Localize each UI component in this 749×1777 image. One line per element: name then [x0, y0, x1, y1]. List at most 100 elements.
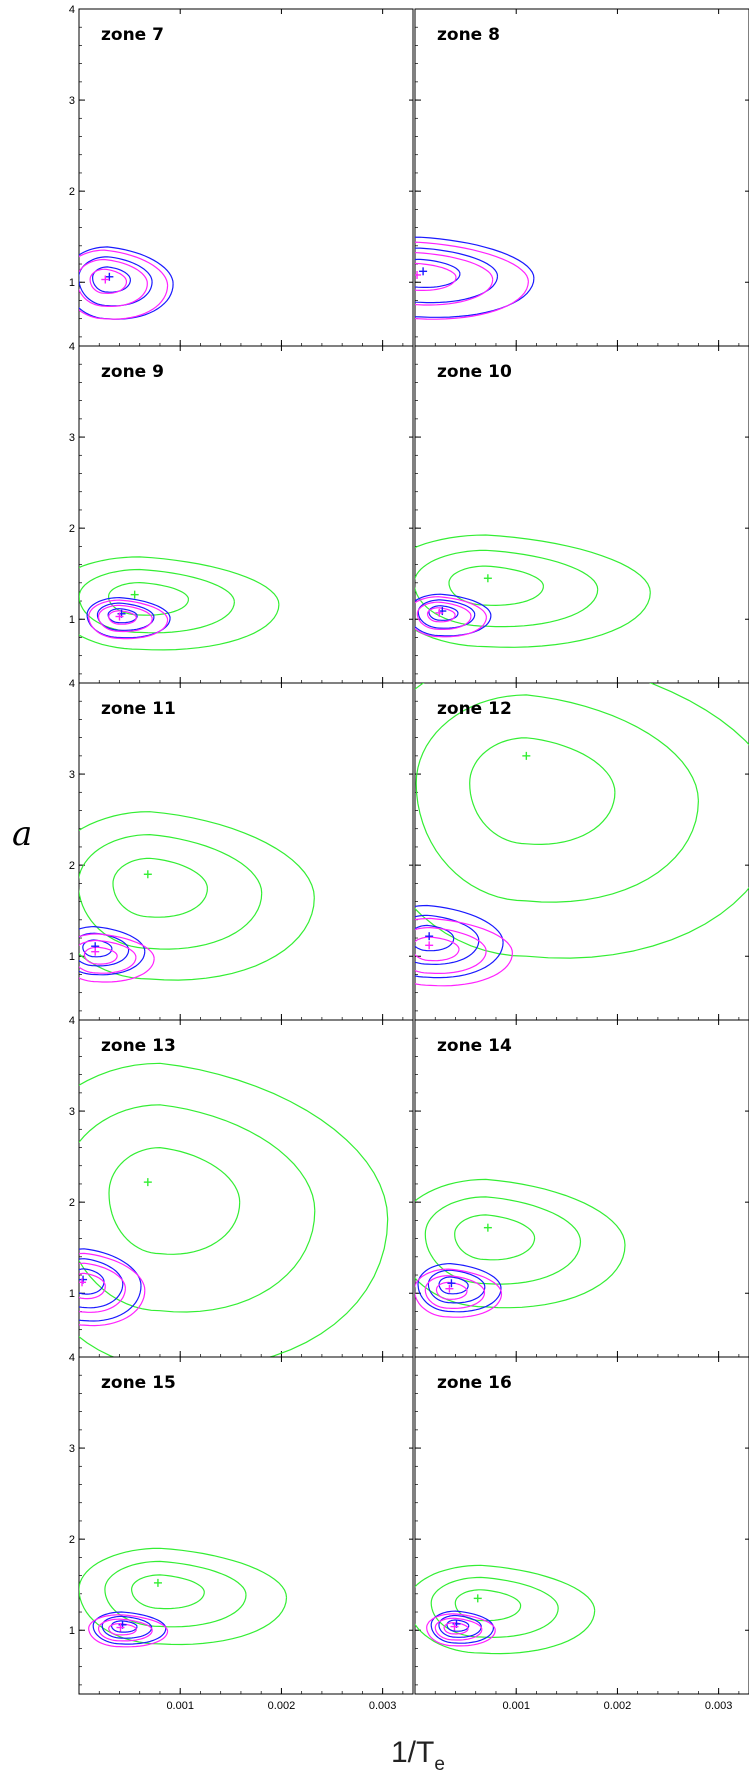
panel-zone-14: zone 14 [414, 1019, 749, 1358]
y-tick-label: 1 [69, 614, 75, 626]
marker-green [483, 574, 492, 583]
contour-line-blue [79, 246, 174, 320]
contour-group [415, 534, 651, 648]
zone-label: zone 15 [101, 1373, 176, 1393]
contour-line-green [469, 737, 616, 846]
y-tick-label: 3 [69, 769, 75, 781]
contour-line-magenta [97, 604, 153, 633]
panel-frame [78, 8, 414, 347]
y-tick-label: 4 [69, 4, 75, 16]
marker-blue [105, 272, 114, 281]
contour-line-blue [415, 236, 535, 318]
marker-blue [447, 1279, 456, 1288]
x-axis-label: 1/Te [391, 1736, 445, 1775]
zone-label: zone 16 [437, 1373, 512, 1393]
contour-line-magenta [89, 268, 128, 295]
marker-magenta [415, 270, 422, 279]
zone-label: zone 12 [437, 699, 512, 719]
y-tick-label: 3 [69, 1443, 75, 1455]
contour-line-green [79, 1104, 316, 1313]
contour-line-blue [79, 1268, 105, 1295]
panel-frame [78, 345, 414, 684]
contour-line-blue [415, 258, 461, 288]
x-tick-label: 0.001 [166, 1700, 194, 1712]
y-tick-label: 4 [69, 678, 75, 690]
marker-blue [425, 932, 434, 941]
marker-green [143, 870, 152, 879]
panel-zone-10: zone 10 [414, 345, 749, 684]
marker-magenta [116, 1623, 125, 1632]
panel-zone-12: zone 12 [414, 682, 749, 1021]
marker-blue [419, 267, 428, 276]
contour-line-blue [415, 904, 504, 979]
zone-label: zone 10 [437, 362, 512, 382]
contour-line-green [415, 694, 699, 903]
contour-line-magenta [108, 1622, 137, 1636]
contour-line-blue [430, 1610, 494, 1644]
contour-line-green [79, 833, 263, 950]
x-tick-label: 0.002 [604, 1700, 632, 1712]
contour-line-magenta [415, 596, 487, 638]
contour-line-blue [438, 1276, 469, 1295]
contour-line-green [79, 1062, 389, 1357]
contour-line-green [79, 1547, 288, 1646]
contour-line-magenta [415, 936, 460, 962]
contour-line-green [415, 534, 651, 648]
y-tick-label: 4 [69, 341, 75, 353]
contour-line-green [130, 1574, 205, 1610]
contour-line-blue [415, 924, 455, 952]
y-tick-label: 4 [69, 1352, 75, 1364]
contour-line-green [79, 811, 315, 981]
y-tick-label: 2 [69, 186, 75, 198]
contour-line-magenta [83, 946, 118, 965]
y-tick-label: 4 [69, 1015, 75, 1027]
contour-group [79, 1547, 288, 1648]
y-tick-label: 2 [69, 1197, 75, 1209]
contour-line-green [79, 556, 280, 651]
marker-magenta [79, 1278, 87, 1287]
panel-zone-9: 1 2 3 4 zone 9 [69, 341, 414, 684]
marker-magenta [435, 608, 444, 617]
contour-line-green [454, 1589, 522, 1622]
marker-green [473, 1594, 482, 1603]
contour-line-magenta [443, 1622, 469, 1635]
contour-line-green [112, 857, 208, 918]
contour-line-blue [96, 602, 155, 631]
contour-line-magenta [416, 601, 472, 631]
panel-grid: 1 2 3 4 zone 7 zone 8 1 2 3 4 zone 9 zone 10 1 2 3 4 zon… [69, 4, 749, 1712]
panel-frame [78, 1356, 414, 1695]
panel-zone-15: 1 2 3 4 0.001 0.002 0.003 zone 15 [69, 1352, 414, 1712]
marker-magenta [101, 275, 110, 284]
y-tick-label: 1 [69, 1288, 75, 1300]
contour-line-blue [417, 1262, 502, 1313]
contour-line-magenta [79, 939, 137, 974]
y-tick-label: 1 [69, 1625, 75, 1637]
contour-line-magenta [435, 1281, 468, 1300]
marker-green [483, 1223, 492, 1232]
contour-line-green [454, 1214, 536, 1261]
y-axis-label: a [12, 814, 32, 854]
panel-zone-7: 1 2 3 4 zone 7 [69, 4, 414, 347]
panel-zone-16: 0.001 0.002 0.003 zone 16 [414, 1356, 749, 1712]
contour-line-magenta [415, 262, 457, 291]
y-tick-label: 2 [69, 860, 75, 872]
zone-label: zone 7 [101, 25, 164, 45]
y-tick-label: 1 [69, 951, 75, 963]
contour-line-magenta [88, 1614, 169, 1648]
marker-green [130, 590, 139, 599]
contour-line-blue [79, 925, 146, 976]
contour-line-green [415, 1178, 626, 1309]
marker-magenta [91, 947, 100, 956]
contour-line-magenta [415, 252, 494, 306]
x-axis-label-subscript: e [434, 1754, 445, 1775]
panel-zone-8: zone 8 [414, 8, 749, 347]
contour-line-blue [79, 932, 130, 967]
x-tick-label: 0.001 [502, 1700, 530, 1712]
contour-line-magenta [108, 610, 137, 625]
contour-line-green [424, 1196, 582, 1285]
y-tick-label: 2 [69, 523, 75, 535]
y-tick-label: 3 [69, 1106, 75, 1118]
marker-magenta [450, 1622, 459, 1631]
x-tick-label: 0.003 [369, 1700, 397, 1712]
